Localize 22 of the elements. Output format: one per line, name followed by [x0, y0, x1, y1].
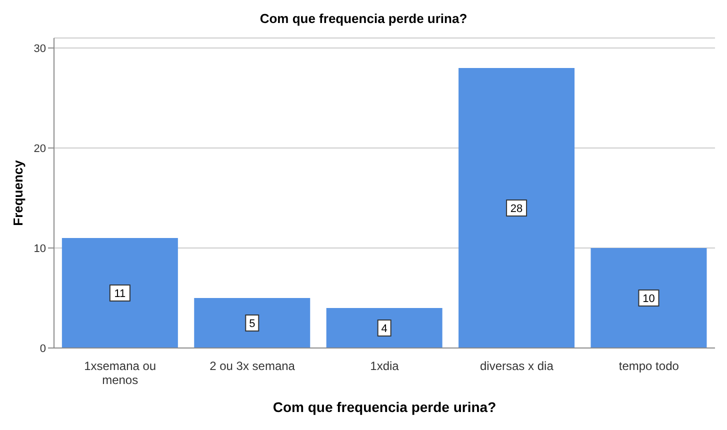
- x-tick-label: diversas x dia: [480, 359, 554, 373]
- y-tick-label: 20: [34, 142, 46, 155]
- bar: [458, 68, 575, 348]
- data-label: 11: [114, 288, 126, 300]
- bar: [590, 248, 707, 348]
- data-label: 4: [381, 323, 388, 335]
- x-tick-label: 2 ou 3x semana: [210, 359, 296, 373]
- bar: [326, 308, 442, 348]
- y-axis-title: Frequency: [10, 159, 26, 226]
- x-axis-title: Com que frequencia perde urina?: [272, 399, 496, 415]
- data-label: 5: [249, 318, 256, 330]
- data-label: 10: [642, 293, 655, 305]
- y-tick-label: 0: [40, 342, 46, 355]
- bar: [194, 298, 310, 348]
- y-tick-label: 30: [34, 42, 46, 55]
- x-tick-label: 1xsemana ou menos: [84, 359, 156, 387]
- x-tick-label: tempo todo: [618, 359, 680, 373]
- y-tick-label: 10: [34, 242, 46, 255]
- chart-title: Com que frequencia perde urina?: [258, 10, 468, 28]
- bar: [62, 238, 178, 348]
- data-label: 28: [510, 203, 523, 215]
- x-tick-label: 1xdia: [370, 359, 400, 373]
